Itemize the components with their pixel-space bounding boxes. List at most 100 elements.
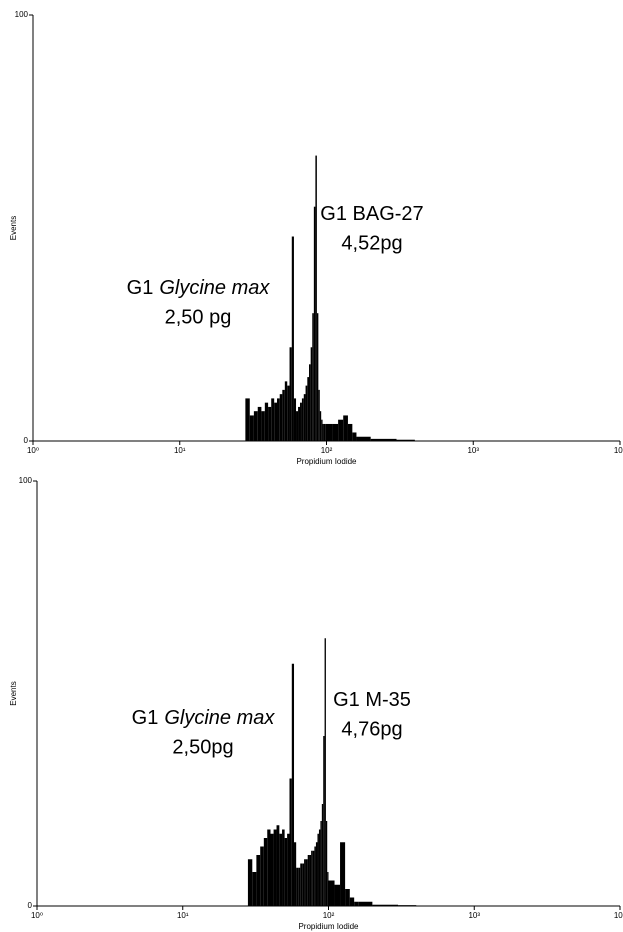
histogram-bar (300, 402, 302, 441)
histogram-bar (304, 859, 306, 906)
x-tick-label: 10¹ (174, 446, 186, 455)
histogram-bar (253, 411, 258, 441)
x-tick-label: 10⁴ (614, 911, 623, 920)
y-tick-label: 100 (15, 10, 29, 19)
histogram-bar (274, 402, 278, 441)
histogram-bar (352, 432, 357, 441)
histogram-bar (284, 381, 288, 441)
x-tick-label: 10⁴ (614, 446, 623, 455)
histogram-bar (305, 859, 308, 906)
x-axis-title: Propidium Iodide (296, 457, 357, 466)
histogram-bar (312, 313, 314, 441)
histogram-panel: 10⁰ 10¹ 10² 10³ 10⁴ 0 100 Propidium Iodide Event… (9, 10, 623, 466)
histogram-bar (312, 850, 315, 906)
histogram-bar (328, 880, 335, 906)
y-axis-title: Events (9, 216, 18, 240)
histogram-bar (338, 419, 344, 441)
annotation-value: 4,76pg (341, 718, 402, 740)
histogram-bar (247, 859, 253, 906)
histogram-bar (245, 398, 250, 441)
histogram-bar (343, 415, 348, 441)
y-tick-label: 0 (24, 436, 29, 445)
histogram-bar (307, 377, 310, 441)
histogram-bar (327, 872, 329, 906)
annotation-value: 2,50 pg (165, 306, 232, 328)
x-tick-label: 10⁰ (31, 911, 43, 920)
histogram-bar (284, 838, 288, 906)
annotation-label: G1 BAG-27 (320, 203, 423, 225)
histogram-bar (317, 833, 319, 906)
histogram-bar (314, 846, 316, 906)
histogram-bar (318, 829, 321, 906)
histogram-bar (396, 439, 415, 441)
histogram-bar (298, 867, 301, 906)
y-axis-title: Events (9, 681, 18, 705)
histogram-bar (325, 821, 328, 906)
histogram-bar (322, 423, 324, 441)
histogram-bar (358, 901, 373, 906)
y-tick-label: 0 (28, 901, 33, 910)
histogram-bar (291, 236, 294, 441)
histogram-bar (296, 411, 299, 441)
annotation-species: Glycine max (164, 707, 275, 729)
histogram-bar (309, 855, 312, 906)
histogram-bar (271, 398, 275, 441)
histogram-bar (316, 313, 319, 441)
histogram-bar (370, 438, 397, 441)
histogram-bar (311, 850, 313, 906)
histogram-bar (267, 829, 271, 906)
histogram-bar (372, 904, 399, 906)
x-tick-label: 10² (321, 446, 333, 455)
annotation-label: G1 M-35 (333, 689, 411, 711)
histogram-bar (289, 778, 292, 906)
histogram-bar (264, 402, 269, 441)
histogram-bar (332, 423, 339, 441)
histogram-bar (356, 436, 371, 441)
histogram-bar (273, 829, 277, 906)
histogram-bar (320, 821, 322, 906)
histogram-bar (324, 638, 326, 906)
histogram-bar (249, 415, 254, 441)
histogram-bar (252, 872, 257, 906)
histogram-bar (305, 385, 308, 441)
histogram-bar (318, 389, 320, 441)
annotation-value: 2,50pg (172, 736, 233, 758)
histogram-bar (300, 863, 303, 906)
x-tick-label: 10⁰ (27, 446, 39, 455)
histogram-bar (287, 833, 290, 906)
histogram-bar (319, 411, 322, 441)
histogram-bar (257, 406, 262, 441)
histogram-bar (315, 155, 317, 441)
histogram-bar (326, 423, 333, 441)
histogram-bar (293, 398, 297, 441)
annotation: G1 Glycine max (127, 277, 271, 299)
histogram-bar (345, 889, 350, 906)
histogram-bar (277, 398, 280, 441)
annotation-label: G1 (127, 277, 154, 299)
histogram-bar (260, 846, 264, 906)
histogram-bar (334, 884, 341, 906)
histogram-bar (263, 838, 268, 906)
histogram-bar (291, 663, 295, 906)
histogram-bar (323, 423, 326, 441)
histogram-bar (279, 394, 283, 441)
histogram-bar (315, 842, 318, 906)
histogram-bar (321, 804, 324, 906)
x-tick-label: 10³ (468, 911, 480, 920)
histogram-bar (298, 406, 301, 441)
histogram-bar (307, 855, 310, 906)
histogram-bar (289, 347, 292, 441)
annotation: G1 M-35 (333, 689, 411, 711)
histogram-bar (310, 347, 313, 441)
annotation-species: Glycine max (159, 277, 270, 299)
x-tick-label: 10² (323, 911, 335, 920)
histogram-bar (340, 842, 346, 906)
histogram-bar (347, 423, 353, 441)
histogram-bar (294, 842, 297, 906)
annotation-value: 4,52pg (341, 232, 402, 254)
x-tick-label: 10¹ (177, 911, 189, 920)
histogram-bar (282, 829, 285, 906)
histogram-bar (321, 419, 323, 441)
histogram-bar (323, 736, 325, 906)
y-tick-label: 100 (19, 476, 33, 485)
